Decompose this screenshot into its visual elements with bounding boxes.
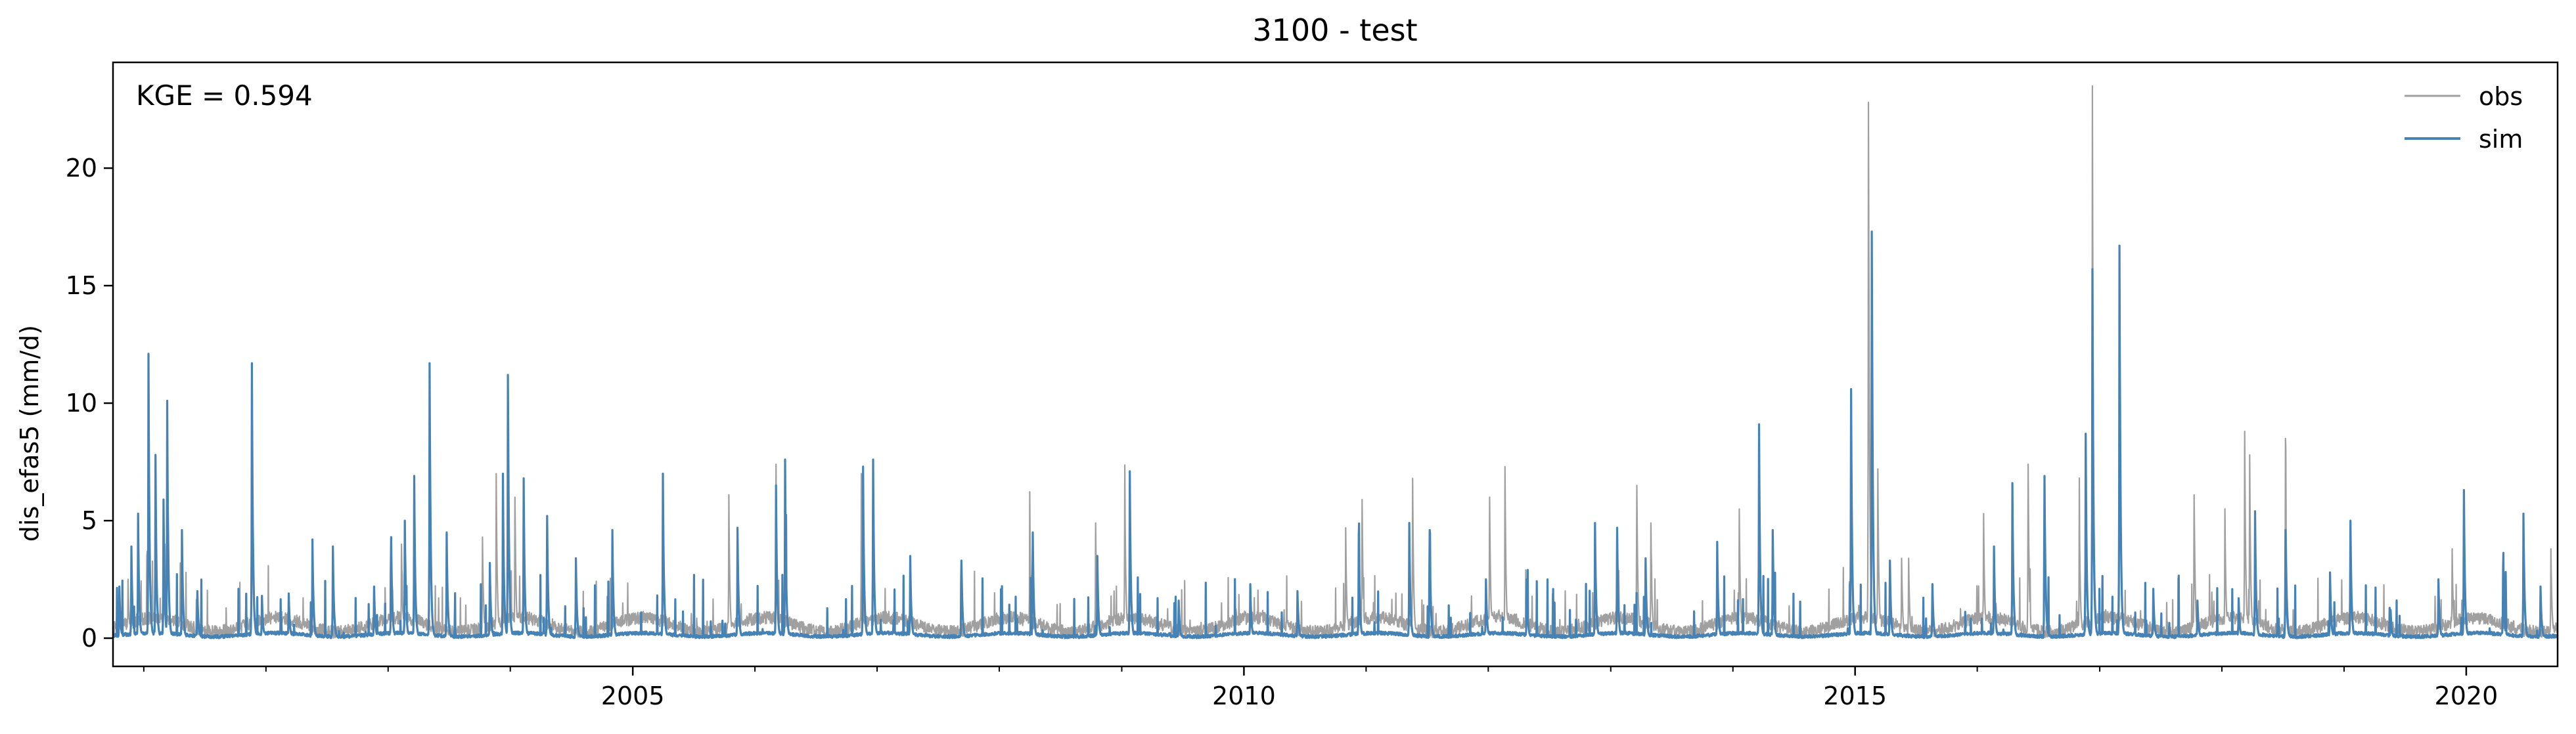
series-line-sim <box>113 230 2558 639</box>
y-tick-label: 15 <box>66 271 97 300</box>
plot-frame <box>112 61 2559 668</box>
y-tick-label: 5 <box>81 506 97 535</box>
x-tick-label: 2005 <box>601 681 665 710</box>
x-tick-label: 2015 <box>1823 681 1887 710</box>
legend-label-obs: obs <box>2479 82 2523 111</box>
series-line-obs <box>113 85 2558 639</box>
x-tick-label: 2020 <box>2435 681 2498 710</box>
chart-title: 3100 - test <box>1252 12 1417 48</box>
x-tick-label: 2010 <box>1212 681 1276 710</box>
legend-label-sim: sim <box>2479 125 2523 154</box>
y-axis-label: dis_efas5 (mm/d) <box>15 325 44 542</box>
axes: 0 5 10 15 20 2005 2010 2015 2020 <box>66 154 2498 710</box>
kge-annotation: KGE = 0.594 <box>136 79 313 112</box>
legend: obs sim <box>2405 82 2523 154</box>
plot-area <box>113 85 2558 639</box>
y-tick-label: 20 <box>66 154 97 183</box>
y-tick-label: 0 <box>81 624 97 653</box>
y-tick-label: 10 <box>66 389 97 418</box>
